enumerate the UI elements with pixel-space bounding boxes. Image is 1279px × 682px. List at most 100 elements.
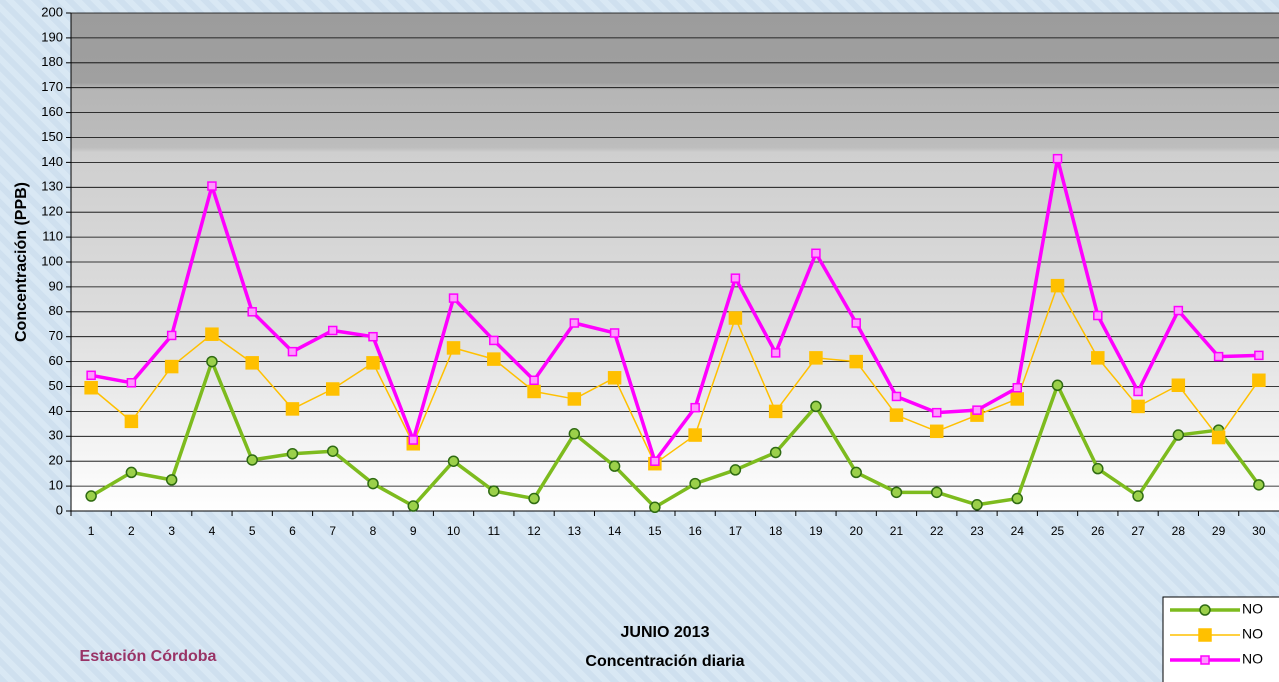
y-tick-label: 60 [49,353,63,368]
data-point [288,348,296,356]
x-tick-label: 20 [850,524,864,538]
x-tick-label: 14 [608,524,622,538]
data-point [126,467,136,477]
y-tick-label: 200 [41,4,63,19]
data-point [368,479,378,489]
data-point [1253,374,1265,386]
x-tick-label: 24 [1011,524,1025,538]
y-tick-label: 20 [49,453,63,468]
data-point [933,409,941,417]
data-point [691,404,699,412]
legend-label: NO [1242,626,1263,642]
data-point [127,379,135,387]
data-point [327,383,339,395]
data-point [771,447,781,457]
x-tick-label: 13 [568,524,582,538]
data-point [208,182,216,190]
data-point [1173,430,1183,440]
chart-title: JUNIO 2013 [621,624,710,641]
data-point [528,385,540,397]
x-tick-label: 17 [729,524,743,538]
data-point [86,491,96,501]
data-point [168,331,176,339]
x-tick-label: 26 [1091,524,1105,538]
data-point [1054,155,1062,163]
data-point [450,294,458,302]
data-point [166,361,178,373]
data-point [369,333,377,341]
legend-label: NO [1242,601,1263,617]
data-point [850,356,862,368]
chart: Concentración (PPB) JUNIO 2013 Concentra… [0,0,1279,682]
data-point [892,392,900,400]
data-point [932,487,942,497]
data-point [731,274,739,282]
x-tick-label: 2 [128,524,135,538]
data-point [1132,400,1144,412]
data-point [1255,351,1263,359]
x-tick-label: 22 [930,524,944,538]
data-point [1172,379,1184,391]
data-point [207,357,217,367]
y-tick-label: 120 [41,204,63,219]
data-point [206,328,218,340]
data-point [972,500,982,510]
data-point [610,461,620,471]
y-axis-label: Concentración (PPB) [13,182,30,342]
data-point [167,475,177,485]
data-point [1052,280,1064,292]
data-point [449,456,459,466]
data-point [609,372,621,384]
data-point [569,429,579,439]
data-point [931,425,943,437]
data-point [852,319,860,327]
x-tick-label: 7 [329,524,336,538]
data-point [1011,393,1023,405]
data-point [730,465,740,475]
y-tick-label: 150 [41,129,63,144]
x-tick-label: 19 [809,524,823,538]
x-tick-label: 5 [249,524,256,538]
x-tick-label: 29 [1212,524,1226,538]
data-point [1133,491,1143,501]
y-tick-label: 130 [41,179,63,194]
data-point [770,405,782,417]
data-point [448,342,460,354]
y-tick-label: 50 [49,378,63,393]
data-point [1134,387,1142,395]
data-point [651,457,659,465]
data-point [409,436,417,444]
y-tick-label: 70 [49,328,63,343]
data-point [328,446,338,456]
x-tick-label: 28 [1172,524,1186,538]
data-point [529,494,539,504]
data-point [125,415,137,427]
data-point [1254,480,1264,490]
x-tick-label: 3 [168,524,175,538]
x-tick-label: 8 [370,524,377,538]
legend-label: NO [1242,651,1263,667]
y-tick-label: 40 [49,403,63,418]
data-point [490,336,498,344]
page: Concentración (PPB) JUNIO 2013 Concentra… [0,0,1279,682]
data-point [812,249,820,257]
data-point [611,329,619,337]
data-point [851,467,861,477]
data-point [570,319,578,327]
y-tick-label: 190 [41,29,63,44]
data-point [85,382,97,394]
x-tick-label: 11 [488,524,501,538]
data-point [287,449,297,459]
y-tick-label: 110 [42,229,63,244]
y-tick-label: 0 [56,502,63,517]
x-tick-label: 12 [527,524,541,538]
y-tick-label: 180 [41,54,63,69]
x-tick-label: 10 [447,524,461,538]
data-point [329,326,337,334]
y-tick-label: 80 [49,303,63,318]
data-point [1013,384,1021,392]
x-tick-label: 21 [890,524,904,538]
legend-marker [1199,629,1211,641]
legend-marker [1200,605,1210,615]
y-tick-label: 140 [41,154,63,169]
